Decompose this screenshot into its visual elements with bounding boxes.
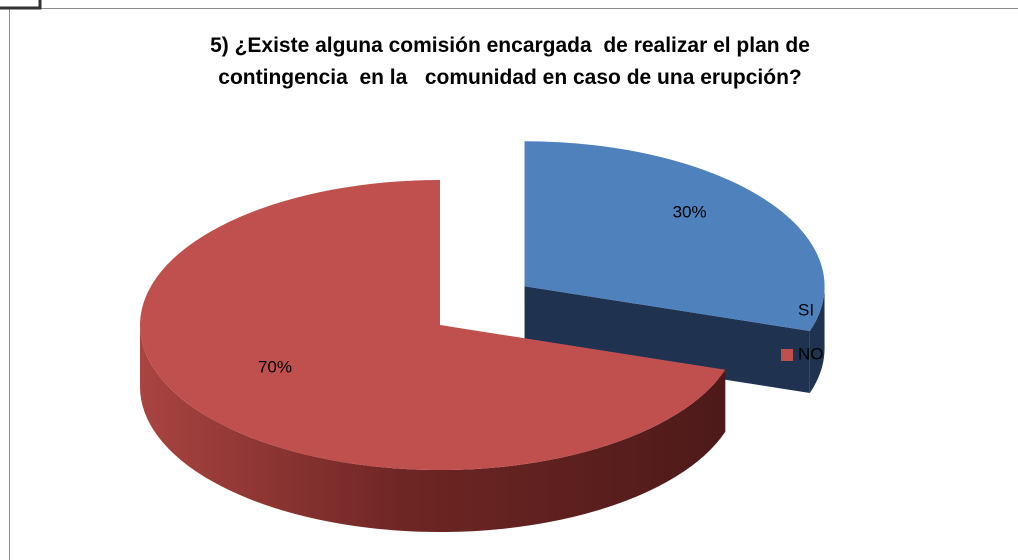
data-label: 30% [673,203,707,222]
legend-swatch [781,305,793,317]
chart-title: 5) ¿Existe alguna comisión encargada de … [210,34,816,89]
corner-fragment [0,0,42,10]
legend-label: SI [798,300,814,319]
slice-wall [809,286,825,394]
pie-slice [140,180,726,470]
slice-side [524,286,810,394]
legend-swatch [781,349,793,361]
slice-wall [140,325,726,532]
legend-label: NO [798,344,824,363]
data-label: 70% [258,357,292,376]
pie-slice [524,141,825,332]
